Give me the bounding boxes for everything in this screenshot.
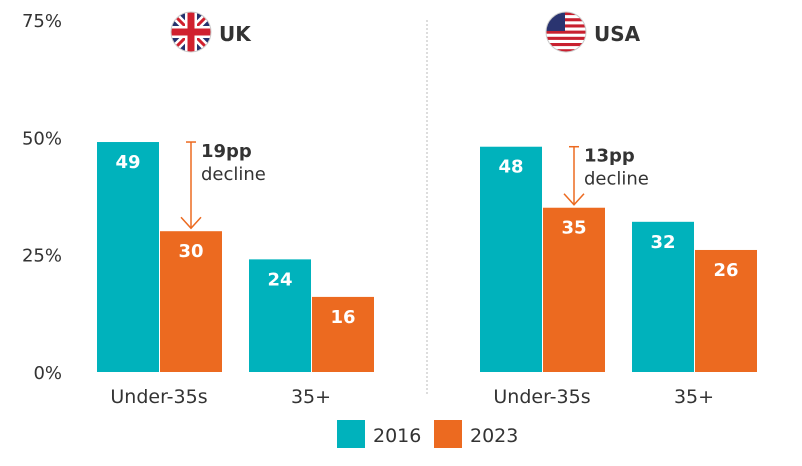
y-tick-label: 0% [33, 363, 62, 384]
annotation-text: decline [201, 164, 266, 185]
group-label-uk: UK [219, 22, 252, 46]
annotation-text: decline [584, 169, 649, 190]
bar-value-label: 24 [267, 269, 292, 290]
bar-usa-under35s-2016 [480, 146, 542, 372]
bar-value-label: 35 [561, 218, 586, 239]
group-label-usa: USA [594, 22, 641, 46]
y-tick-label: 25% [22, 246, 62, 267]
x-tick-label: 35+ [674, 386, 714, 408]
bar-value-label: 48 [498, 157, 523, 178]
uk-flag-icon [171, 12, 211, 52]
bar-uk-under35s-2023 [160, 231, 222, 372]
bar-value-label: 26 [713, 260, 738, 281]
legend-label-2023: 2023 [470, 425, 518, 447]
legend-swatch-2016 [337, 420, 365, 448]
bar-uk-under35s-2016 [97, 142, 159, 372]
arrow-head-icon [563, 193, 585, 206]
bar-usa-35-2016 [632, 221, 694, 372]
annotation-value: 13pp [584, 146, 635, 167]
bar-usa-35-2023 [695, 249, 757, 372]
legend-label-2016: 2016 [373, 425, 421, 447]
bar-value-label: 32 [650, 232, 675, 253]
bar-value-label: 16 [330, 307, 355, 328]
x-tick-label: Under-35s [110, 386, 207, 408]
bar-value-label: 49 [115, 152, 140, 173]
x-tick-label: 35+ [291, 386, 331, 408]
bar-value-label: 30 [178, 241, 203, 262]
bar-uk-35-2016 [249, 259, 311, 372]
y-tick-label: 75% [22, 11, 62, 32]
y-tick-label: 50% [22, 128, 62, 149]
bar-usa-under35s-2023 [543, 207, 605, 372]
x-tick-label: Under-35s [493, 386, 590, 408]
legend: 2016 2023 [337, 420, 518, 448]
legend-swatch-2023 [434, 420, 462, 448]
bar-uk-35-2023 [312, 296, 374, 372]
annotation-value: 19pp [201, 141, 252, 162]
arrow-head-icon [180, 216, 202, 230]
